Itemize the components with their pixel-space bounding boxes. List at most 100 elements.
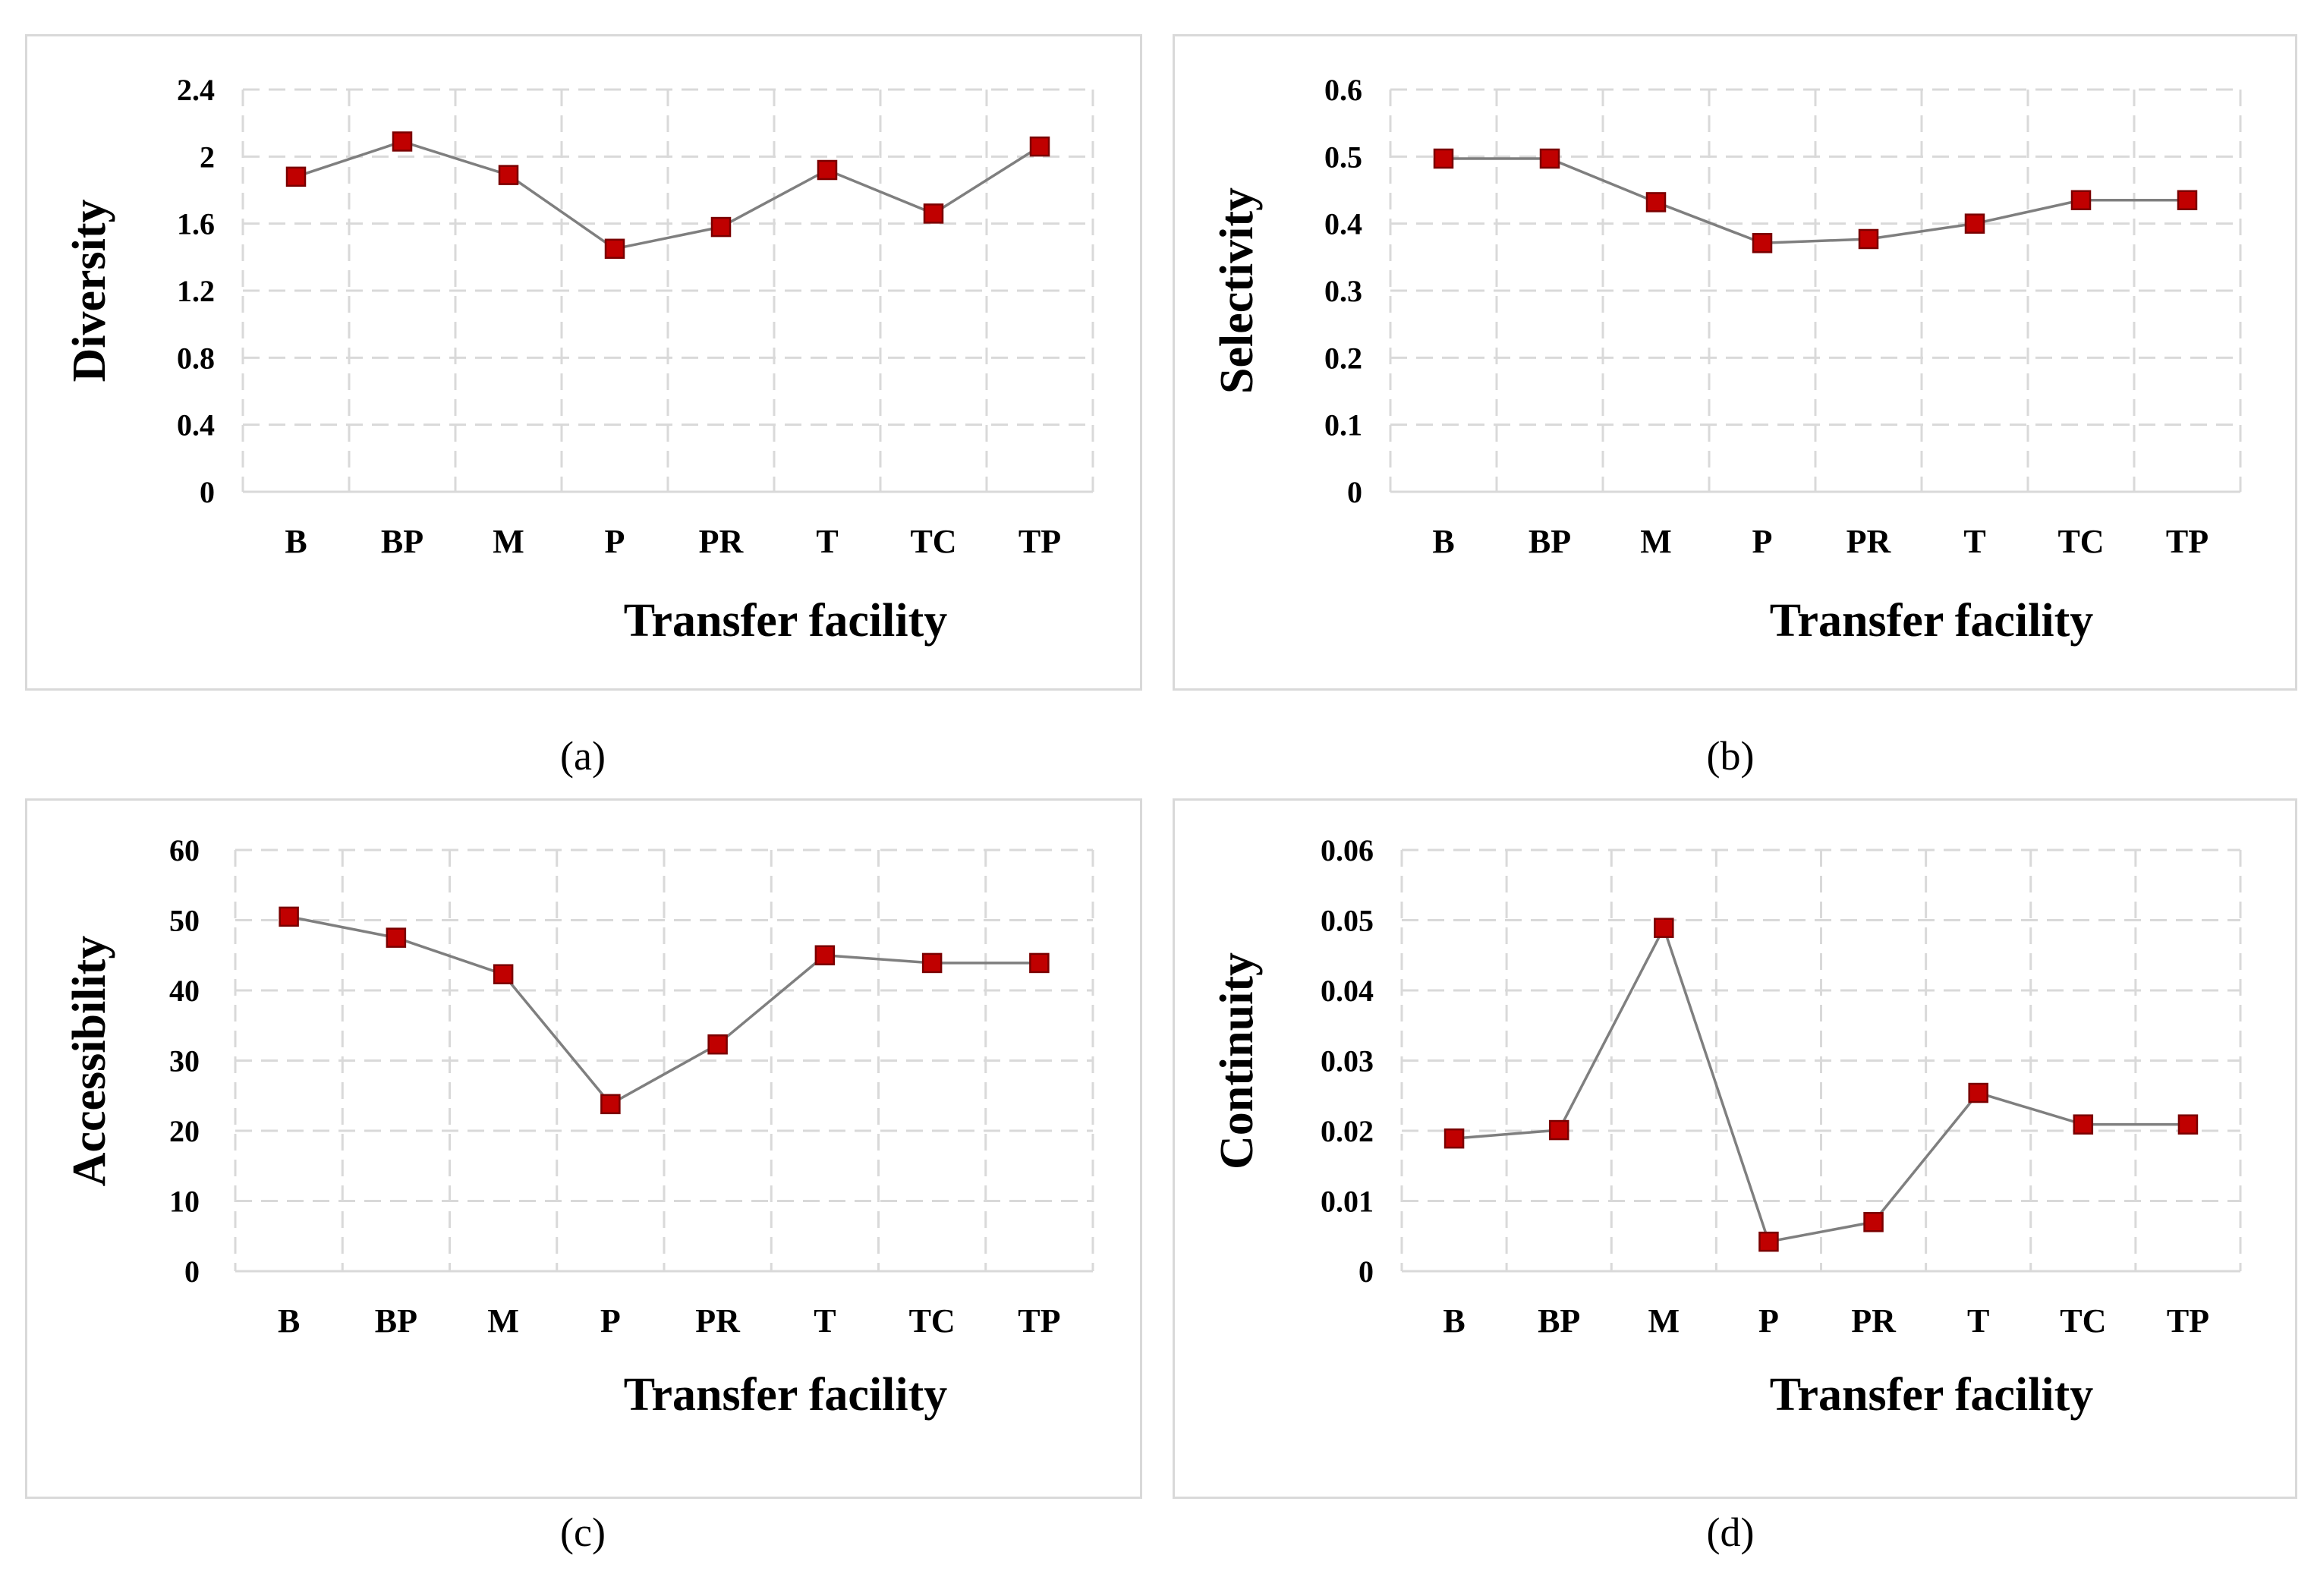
- y-tick-label: 0.01: [1321, 1185, 1374, 1219]
- x-tick-label: M: [493, 523, 524, 560]
- x-tick-label: BP: [375, 1302, 417, 1339]
- data-point: [710, 216, 732, 238]
- y-tick-label: 10: [169, 1185, 200, 1219]
- data-point: [1964, 213, 1985, 234]
- x-tick-label: M: [1648, 1302, 1680, 1339]
- y-tick-label: 60: [169, 833, 200, 867]
- y-axis-title: Selectivity: [1211, 187, 1263, 394]
- data-point: [707, 1034, 728, 1055]
- selectivity-chart: 0 0.1 0.2 0.3 0.4 0.5 0.6 B BP M P PR T TC TP Transfer …: [1211, 73, 2242, 647]
- chart-frame: [1173, 34, 2297, 691]
- chart-frame: [1173, 798, 2297, 1499]
- data-point: [1029, 136, 1050, 157]
- x-tick-label: TP: [1018, 1302, 1060, 1339]
- x-tick-label: TC: [2060, 1302, 2106, 1339]
- series-line: [1443, 157, 2187, 245]
- gridlines: [241, 88, 1094, 493]
- x-tick-label: P: [1752, 523, 1773, 560]
- y-tick-label: 0.04: [1321, 974, 1374, 1008]
- x-tick-label: M: [1640, 523, 1672, 560]
- x-tick-label: TP: [2166, 523, 2209, 560]
- series-line: [1453, 924, 2188, 1244]
- y-tick-label: 20: [169, 1114, 200, 1148]
- x-tick-label: P: [1758, 1302, 1779, 1339]
- caption-c: (c): [560, 1509, 606, 1555]
- y-tick-label: 1.6: [177, 207, 215, 241]
- data-point: [2177, 190, 2198, 210]
- x-tick-label: TP: [1018, 523, 1061, 560]
- data-point: [814, 945, 836, 965]
- x-tick-label: PR: [1846, 523, 1892, 560]
- y-tick-label: 0.1: [1324, 408, 1362, 442]
- data-point: [392, 131, 413, 152]
- series-line: [295, 140, 1041, 250]
- data-point: [2073, 1114, 2094, 1135]
- data-point: [498, 165, 519, 185]
- y-tick-label: 0: [200, 475, 215, 509]
- data-point: [1548, 1119, 1569, 1141]
- x-tick-label: P: [600, 1302, 621, 1339]
- x-tick-label: T: [1963, 523, 1985, 560]
- data-point: [1539, 148, 1560, 169]
- y-tick-label: 0.2: [1324, 341, 1362, 375]
- x-tick-label: B: [1432, 523, 1454, 560]
- x-tick-label: BP: [1538, 1302, 1580, 1339]
- x-tick-label: TP: [2167, 1302, 2209, 1339]
- x-tick-label: B: [285, 523, 307, 560]
- data-point: [2070, 190, 2092, 210]
- data-point: [1758, 1231, 1779, 1252]
- x-tick-label: TC: [910, 523, 956, 560]
- y-tick-label: 0.3: [1324, 274, 1362, 308]
- data-point: [386, 927, 407, 948]
- x-tick-label: TC: [2057, 523, 2104, 560]
- x-tick-label: PR: [1851, 1302, 1897, 1339]
- x-tick-label: P: [605, 523, 625, 560]
- x-tick-label: B: [1443, 1302, 1465, 1339]
- data-point: [600, 1094, 621, 1115]
- x-tick-label: PR: [699, 523, 745, 560]
- y-tick-label: 1.2: [177, 274, 215, 308]
- y-tick-label: 0.4: [177, 408, 215, 442]
- y-tick-label: 40: [169, 974, 200, 1008]
- x-tick-label: T: [1967, 1302, 1989, 1339]
- y-tick-label: 0: [184, 1254, 200, 1289]
- data-point: [1029, 952, 1050, 974]
- y-tick-label: 0.05: [1321, 904, 1374, 938]
- data-point: [921, 952, 943, 974]
- y-tick-label: 0.4: [1324, 207, 1362, 241]
- x-tick-label: B: [278, 1302, 300, 1339]
- x-tick-label: BP: [1528, 523, 1571, 560]
- y-tick-label: 30: [169, 1044, 200, 1078]
- data-point: [604, 238, 625, 260]
- y-tick-label: 0: [1358, 1254, 1374, 1289]
- y-tick-label: 0.03: [1321, 1044, 1374, 1078]
- x-tick-label: BP: [381, 523, 423, 560]
- data-point: [1443, 1128, 1465, 1149]
- y-tick-label: 2.4: [177, 73, 215, 107]
- data-point: [2177, 1114, 2199, 1135]
- chart-frame: [25, 34, 1142, 691]
- y-axis-title: Diversity: [64, 199, 115, 382]
- gridlines: [1389, 88, 2242, 493]
- y-tick-label: 0.06: [1321, 833, 1374, 867]
- x-axis-title: Transfer facility: [624, 595, 947, 647]
- y-tick-label: 0.5: [1324, 140, 1362, 174]
- data-point: [493, 964, 514, 984]
- y-tick-label: 0.02: [1321, 1114, 1374, 1148]
- continuity-chart: 0 0.01 0.02 0.03 0.04 0.05 0.06 B BP M P PR T TC TP Tra…: [1211, 833, 2242, 1421]
- data-point: [279, 906, 299, 927]
- x-tick-label: T: [814, 1302, 836, 1339]
- data-point: [1645, 192, 1667, 212]
- y-tick-label: 0.8: [177, 341, 215, 375]
- x-tick-label: M: [487, 1302, 519, 1339]
- y-tick-label: 0: [1347, 475, 1362, 509]
- x-tick-label: PR: [695, 1302, 741, 1339]
- y-tick-label: 50: [169, 904, 200, 938]
- x-axis-title: Transfer facility: [1770, 595, 2093, 647]
- data-point: [1654, 918, 1674, 938]
- data-point: [817, 159, 838, 181]
- caption-b: (b): [1706, 733, 1755, 779]
- x-axis-title: Transfer facility: [1770, 1369, 2093, 1421]
- chart-frame: [25, 798, 1142, 1499]
- data-point: [923, 203, 944, 224]
